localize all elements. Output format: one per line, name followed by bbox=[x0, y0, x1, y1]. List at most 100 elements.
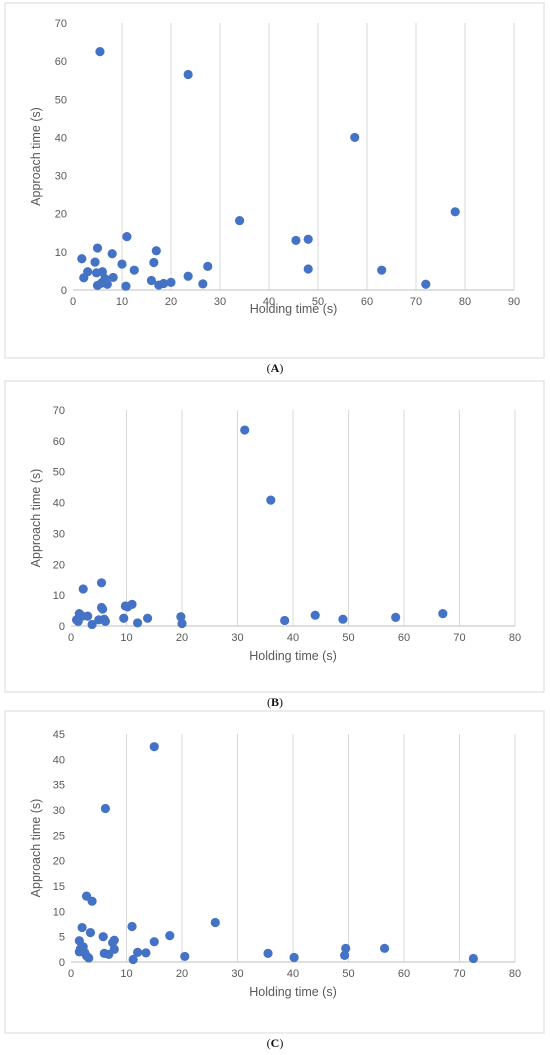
scatter-point-a bbox=[149, 257, 159, 268]
scatter-point-c bbox=[379, 943, 390, 953]
x-tick-label-a: 90 bbox=[508, 296, 520, 308]
y-tick-label-c: 40 bbox=[53, 754, 65, 766]
x-tick-label-a: 70 bbox=[410, 296, 422, 308]
y-tick-label-c: 25 bbox=[53, 830, 65, 842]
scatter-point-c bbox=[165, 931, 175, 941]
scatter-point-a bbox=[183, 69, 193, 80]
scatter-chart-a: 0 10 20 30 40 50 60 70 80 90 0 10 20 30 40 50 60 70 Holdin… bbox=[4, 2, 545, 359]
scatter-point-b bbox=[87, 619, 97, 630]
chart-panel-b: 0 10 20 30 40 50 60 70 80 0 10 20 30 40 50 60 70 Holding … bbox=[0, 378, 550, 709]
scatter-point-c bbox=[104, 949, 114, 959]
scatter-point-a bbox=[235, 215, 245, 226]
scatter-point-a bbox=[377, 265, 387, 275]
scatter-point-b bbox=[142, 613, 153, 623]
scatter-point-b bbox=[391, 612, 401, 622]
y-tick-label-b: 10 bbox=[53, 590, 65, 602]
scatter-point-a bbox=[90, 257, 100, 267]
scatter-point-a bbox=[291, 235, 301, 246]
scatter-chart-c: 0 10 20 30 40 50 60 70 80 0 5 10 15 20 25 30 35 40 45 Holdi… bbox=[4, 710, 545, 1034]
x-tick-label-c: 40 bbox=[287, 968, 299, 980]
scatter-point-a bbox=[117, 259, 127, 269]
y-tick-label-a: 10 bbox=[55, 247, 67, 259]
y-tick-label-a: 0 bbox=[61, 285, 67, 297]
x-tick-label-c: 10 bbox=[120, 968, 132, 980]
y-tick-label-c: 15 bbox=[53, 881, 65, 893]
scatter-chart-b: 0 10 20 30 40 50 60 70 80 0 10 20 30 40 50 60 70 Holding … bbox=[4, 380, 545, 693]
scatter-point-c bbox=[289, 952, 299, 963]
x-tick-label-b: 30 bbox=[231, 632, 243, 644]
scatter-point-c bbox=[340, 950, 350, 961]
scatter-point-a bbox=[129, 265, 139, 275]
scatter-point-c bbox=[77, 922, 87, 933]
scatter-point-a bbox=[107, 249, 117, 259]
y-tick-label-b: 70 bbox=[53, 405, 65, 417]
scatter-point-c bbox=[127, 921, 137, 932]
scatter-point-b bbox=[176, 612, 186, 622]
x-tick-label-b: 10 bbox=[120, 632, 132, 644]
x-tick-label-a: 10 bbox=[116, 296, 128, 308]
scatter-point-a bbox=[95, 47, 105, 57]
scatter-point-a bbox=[121, 281, 131, 291]
x-tick-label-a: 30 bbox=[214, 296, 226, 308]
y-tick-label-b: 20 bbox=[53, 559, 65, 571]
scatter-point-c bbox=[128, 954, 138, 965]
scatter-point-c bbox=[133, 947, 143, 957]
scatter-point-b bbox=[240, 425, 250, 435]
scatter-point-c bbox=[87, 896, 97, 906]
scatter-point-a bbox=[79, 273, 89, 283]
scatter-point-b bbox=[100, 616, 111, 626]
scatter-point-b bbox=[266, 495, 276, 505]
y-tick-label-a: 20 bbox=[55, 209, 67, 221]
x-axis-title-b: Holding time (s) bbox=[249, 649, 337, 663]
scatter-point-a bbox=[122, 232, 132, 242]
x-tick-label-c: 70 bbox=[453, 968, 465, 980]
scatter-point-a bbox=[303, 264, 313, 274]
x-axis-title-c: Holding time (s) bbox=[249, 985, 337, 999]
scatter-point-b bbox=[98, 604, 108, 614]
x-tick-label-b: 70 bbox=[453, 632, 465, 644]
y-tick-label-c: 20 bbox=[53, 856, 65, 868]
scatter-point-b bbox=[78, 584, 88, 594]
scatter-point-a bbox=[151, 246, 161, 256]
x-tick-label-a: 20 bbox=[165, 296, 177, 308]
x-tick-label-c: 80 bbox=[509, 968, 521, 980]
scatter-point-a bbox=[146, 275, 156, 286]
y-tick-label-a: 40 bbox=[55, 132, 67, 144]
scatter-point-b bbox=[83, 611, 93, 621]
x-tick-label-b: 40 bbox=[287, 632, 299, 644]
x-tick-label-a: 0 bbox=[70, 296, 76, 308]
scatter-point-a bbox=[108, 272, 118, 283]
x-tick-label-c: 60 bbox=[398, 968, 410, 980]
y-tick-label-c: 30 bbox=[53, 805, 65, 817]
x-tick-label-a: 80 bbox=[459, 296, 471, 308]
scatter-point-b bbox=[119, 613, 129, 623]
scatter-point-a bbox=[91, 268, 102, 278]
scatter-point-a bbox=[77, 254, 87, 264]
chart-frame-b bbox=[4, 380, 545, 693]
scatter-point-a bbox=[183, 271, 193, 281]
x-tick-label-b: 20 bbox=[176, 632, 188, 644]
x-tick-label-c: 0 bbox=[68, 968, 74, 980]
y-tick-label-a: 70 bbox=[55, 18, 67, 30]
x-tick-label-c: 50 bbox=[342, 968, 354, 980]
scatter-point-a bbox=[203, 261, 213, 271]
x-tick-label-a: 50 bbox=[312, 296, 324, 308]
scatter-point-c bbox=[84, 953, 94, 963]
scatter-point-a bbox=[350, 132, 360, 143]
y-axis-title-a: Approach time (s) bbox=[29, 107, 43, 206]
scatter-point-b bbox=[133, 618, 143, 628]
scatter-point-b bbox=[96, 578, 107, 588]
scatter-point-c bbox=[468, 953, 478, 964]
scatter-point-a bbox=[198, 279, 208, 289]
scatter-point-b bbox=[280, 615, 290, 626]
x-tick-label-b: 50 bbox=[342, 632, 354, 644]
scatter-point-c bbox=[98, 932, 108, 942]
scatter-point-c bbox=[263, 948, 273, 958]
scatter-point-c bbox=[149, 937, 159, 947]
x-tick-label-b: 60 bbox=[398, 632, 410, 644]
y-tick-label-a: 50 bbox=[55, 94, 67, 106]
scatter-point-a bbox=[450, 207, 460, 217]
scatter-point-c bbox=[341, 943, 351, 953]
y-tick-label-a: 30 bbox=[55, 171, 67, 183]
y-tick-label-b: 50 bbox=[53, 467, 65, 479]
